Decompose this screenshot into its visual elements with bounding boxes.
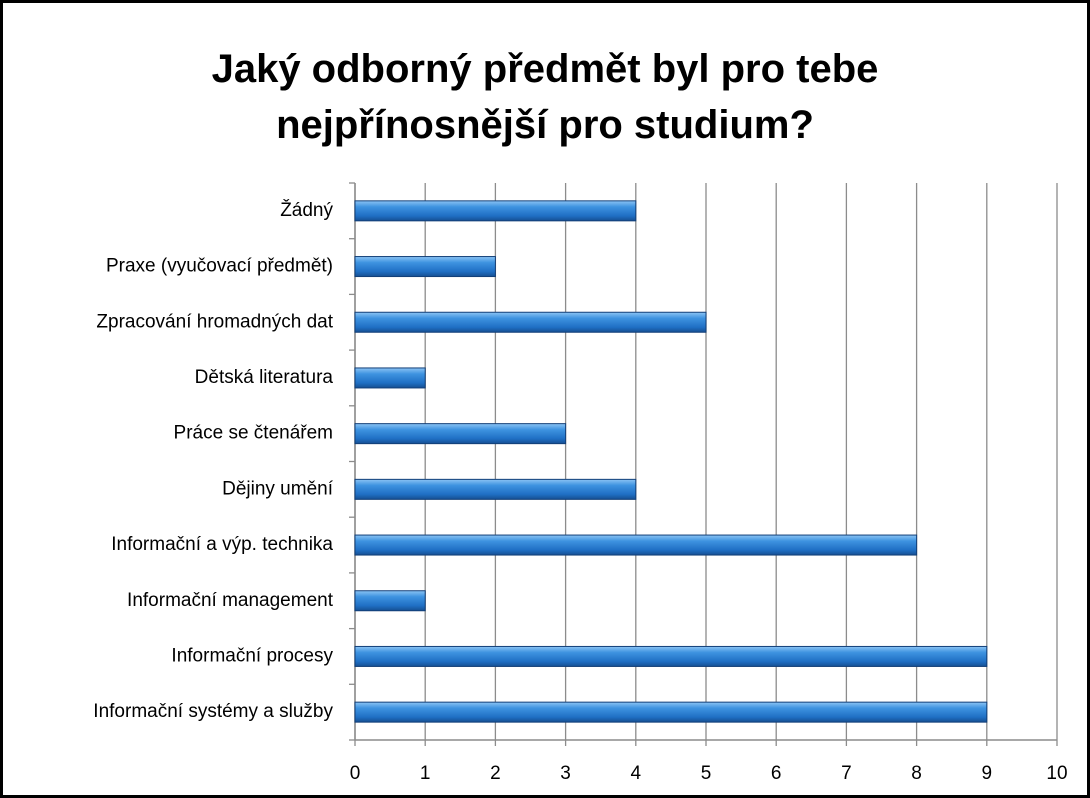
y-tick-label: Informační management (127, 590, 334, 611)
y-tick-label: Dějiny umění (222, 478, 334, 499)
x-tick-label: 4 (631, 763, 642, 784)
x-tick-label: 0 (350, 763, 361, 784)
bar (354, 590, 426, 612)
y-tick-label: Zpracování hromadných dat (96, 311, 333, 332)
x-tick-label: 3 (560, 763, 571, 784)
x-tick-label: 1 (420, 763, 431, 784)
chart-title: Jaký odborný předmět byl pro tebe nejpří… (211, 47, 879, 147)
x-tick-label: 9 (982, 763, 993, 784)
bar (354, 701, 988, 723)
bar (354, 478, 637, 500)
y-tick-label: Práce se čtenářem (174, 423, 333, 444)
bar (354, 534, 918, 556)
y-tick-label: Informační systémy a služby (93, 701, 333, 722)
bar (354, 645, 988, 667)
y-tick-label: Praxe (vyučovací předmět) (106, 256, 333, 277)
chart: 0 1 2 3 4 5 6 7 8 9 10 Žádný Praxe (vyučovací předmě… (93, 182, 1068, 784)
x-tick-label: 2 (490, 763, 501, 784)
bar (354, 311, 707, 333)
bar (354, 200, 637, 222)
y-tick-label: Informační procesy (171, 645, 333, 666)
x-tick-label: 7 (841, 763, 852, 784)
y-tick-label: Informační a výp. technika (111, 534, 333, 555)
bar (354, 423, 567, 445)
bar (354, 256, 496, 278)
x-tick-label: 8 (911, 763, 922, 784)
x-tick-label: 10 (1046, 763, 1067, 784)
y-tick-label: Žádný (280, 199, 333, 221)
x-tick-label: 5 (701, 763, 712, 784)
x-tick-label: 6 (771, 763, 782, 784)
bar (354, 367, 426, 389)
y-tick-label: Dětská literatura (195, 367, 334, 388)
